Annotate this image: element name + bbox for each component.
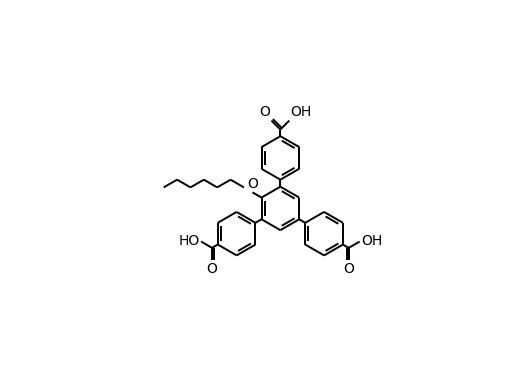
Text: OH: OH: [290, 105, 311, 119]
Text: OH: OH: [361, 234, 381, 248]
Text: O: O: [206, 262, 217, 276]
Text: O: O: [342, 262, 354, 276]
Text: HO: HO: [178, 234, 199, 248]
Text: O: O: [259, 105, 270, 119]
Text: O: O: [246, 177, 258, 191]
